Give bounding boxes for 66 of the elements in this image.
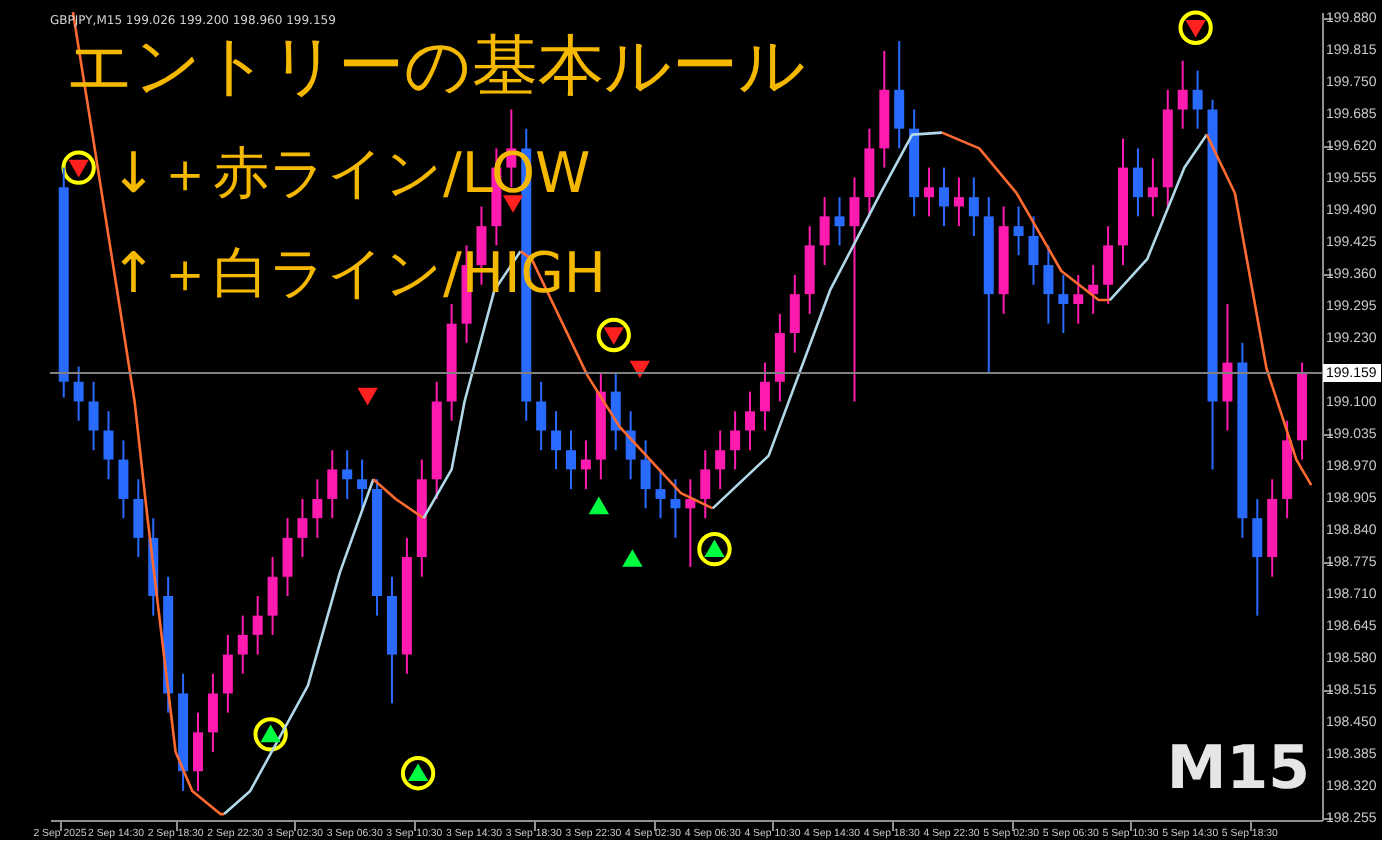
candlestick — [759, 361, 770, 432]
candlestick — [1132, 147, 1143, 218]
candlestick — [88, 380, 99, 452]
candlestick — [1073, 273, 1084, 325]
point — [596, 317, 631, 353]
candlestick — [282, 517, 293, 597]
candlestick — [670, 478, 681, 539]
candlestick — [357, 458, 368, 510]
candlestick — [924, 166, 935, 218]
candlestick — [73, 365, 84, 422]
candlestick — [580, 439, 591, 491]
candlestick — [715, 429, 726, 491]
candlestick — [894, 40, 905, 150]
candlestick — [1177, 59, 1188, 130]
point — [253, 717, 288, 752]
line-series — [1205, 133, 1313, 487]
candlestick — [297, 497, 308, 559]
candlestick — [207, 672, 218, 754]
point — [61, 150, 96, 185]
candlestick — [193, 711, 204, 792]
candlestick — [1058, 273, 1069, 335]
candlestick — [103, 410, 114, 481]
point — [400, 756, 436, 791]
candlestick — [327, 449, 338, 520]
candlestick — [640, 439, 651, 510]
candlestick — [819, 196, 830, 267]
candlestick — [342, 449, 353, 500]
candlestick — [834, 196, 845, 247]
candlestick — [849, 176, 860, 403]
point — [697, 532, 732, 567]
candlestick — [133, 478, 144, 559]
line-series — [222, 477, 375, 816]
candlestick — [655, 468, 666, 520]
candlestick — [730, 410, 741, 471]
candlestick — [267, 556, 278, 636]
candlestick — [700, 449, 711, 520]
candlestick — [968, 176, 979, 238]
candlestick — [1013, 205, 1024, 257]
candlestick — [551, 410, 562, 471]
candlestick — [222, 633, 233, 714]
candlestick — [1252, 497, 1263, 617]
candlestick — [745, 390, 756, 452]
line-series — [940, 131, 1112, 302]
point — [358, 387, 377, 404]
candlestick — [237, 614, 248, 675]
candlestick — [536, 380, 547, 452]
annotation: M15 — [1166, 734, 1310, 804]
point — [631, 360, 649, 377]
candlestick — [789, 273, 800, 354]
candlestick — [566, 429, 576, 491]
candlestick — [252, 594, 263, 656]
candlestick — [1222, 302, 1233, 432]
point — [623, 551, 642, 567]
line-series — [711, 131, 944, 510]
candlestick — [1147, 157, 1158, 218]
candlestick — [1192, 69, 1203, 130]
candlestick — [953, 176, 964, 228]
candlestick — [1043, 244, 1054, 325]
point — [1178, 10, 1213, 45]
candlestick — [1103, 225, 1114, 305]
point — [590, 498, 608, 515]
candlestick — [312, 478, 323, 539]
candlestick — [938, 166, 949, 228]
line-series — [1108, 133, 1209, 302]
candlestick — [1028, 215, 1039, 286]
candlestick — [118, 439, 129, 520]
